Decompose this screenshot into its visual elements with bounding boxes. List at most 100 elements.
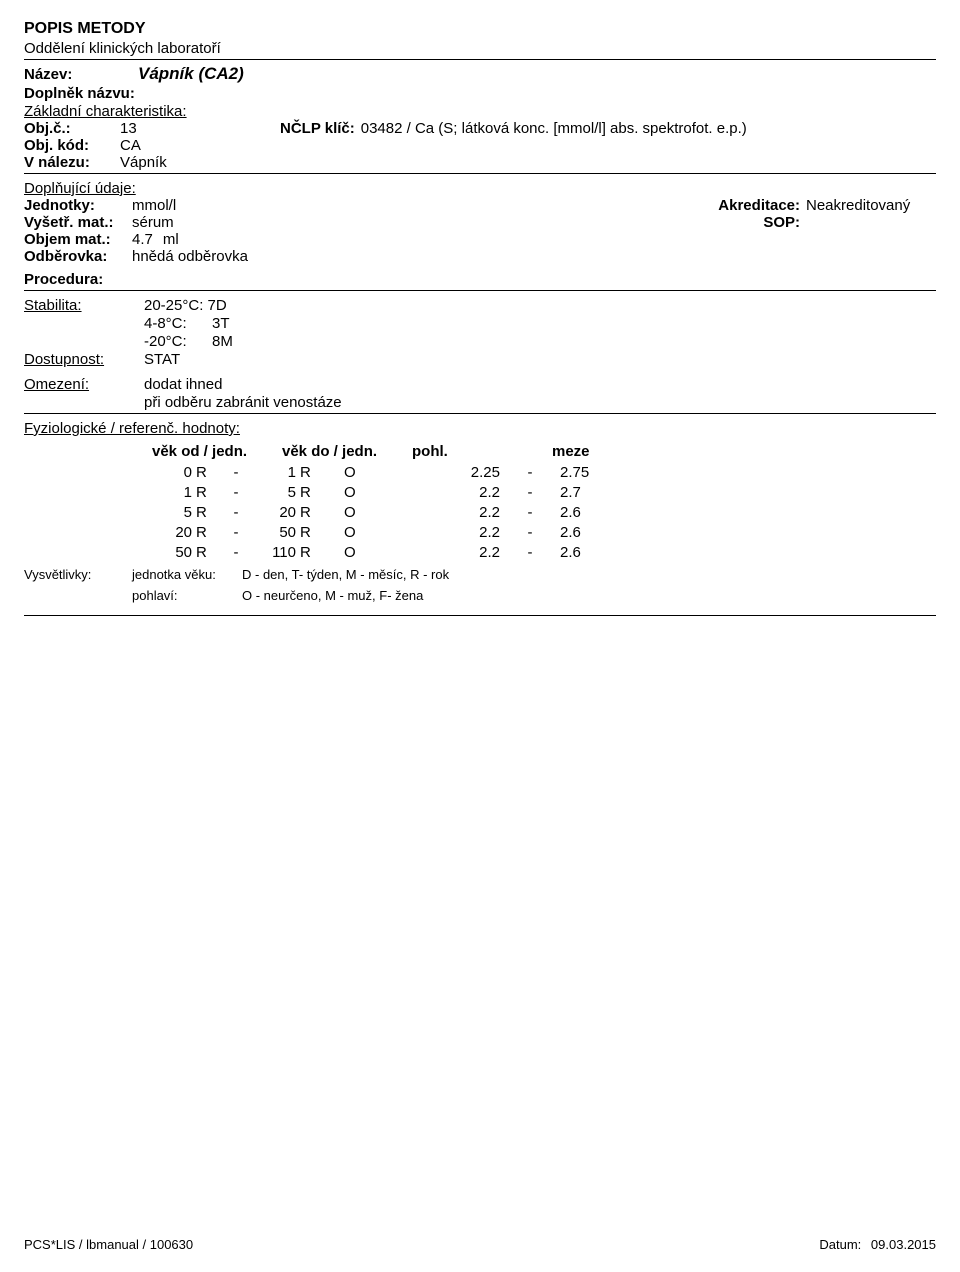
range-low: 2.2 [440, 544, 500, 561]
reference-row: 0R-1RO2.25-2.75 [152, 464, 936, 481]
stability-line3a: -20°C: [144, 333, 212, 350]
v-nalezu-label: V nálezu: [24, 154, 120, 171]
units-value: mmol/l [132, 197, 718, 214]
divider [24, 173, 936, 174]
age-to-num: 50 [256, 524, 296, 541]
range-low: 2.2 [440, 484, 500, 501]
spacer [24, 588, 132, 603]
divider [24, 615, 936, 616]
akred-value: Neakreditovaný [806, 197, 936, 214]
legend-age-unit-text: D - den, T- týden, M - měsíc, R - rok [242, 567, 449, 582]
age-from-num: 50 [152, 544, 192, 561]
divider [24, 290, 936, 291]
obj-c-value: 13 [120, 120, 180, 137]
obj-kod-label: Obj. kód: [24, 137, 120, 154]
range-high: 2.75 [560, 464, 610, 481]
stability-line2b: 3T [212, 315, 230, 332]
footer-date-label: Datum: [819, 1237, 861, 1252]
age-to-unit: R [296, 504, 320, 521]
stability-line3b: 8M [212, 333, 233, 350]
reference-section-header: Fyziologické / referenč. hodnoty: [24, 420, 936, 437]
age-from-unit: R [192, 484, 216, 501]
dash: - [500, 484, 560, 501]
nclp-label: NČLP klíč: [280, 120, 355, 137]
legend-age-unit-label: jednotka věku: [132, 567, 242, 582]
tube-label: Odběrovka: [24, 248, 132, 265]
legend-sex-label: pohlaví: [132, 588, 242, 603]
age-to-num: 110 [256, 544, 296, 561]
method-name: Vápník (CA2) [138, 64, 244, 84]
reference-row: 20R-50RO2.2-2.6 [152, 524, 936, 541]
reference-table-header: věk od / jedn. věk do / jedn. pohl. meze [152, 443, 936, 460]
supp-section-header: Doplňující údaje: [24, 180, 936, 197]
dash: - [216, 524, 256, 541]
age-from-num: 0 [152, 464, 192, 481]
reference-row: 5R-20RO2.2-2.6 [152, 504, 936, 521]
range-high: 2.6 [560, 524, 610, 541]
header-sex: pohl. [412, 443, 472, 460]
volume-value: 4.7 [132, 231, 153, 248]
obj-kod-value: CA [120, 137, 180, 154]
basic-section-header: Základní charakteristika: [24, 103, 936, 120]
name-label: Název: [24, 66, 88, 83]
age-to-unit: R [296, 464, 320, 481]
dash: - [216, 544, 256, 561]
header-age-to: věk do / jedn. [282, 443, 412, 460]
sex-value: O [320, 484, 380, 501]
stability-line1: 20-25°C: 7D [144, 297, 227, 314]
availability-label: Dostupnost: [24, 351, 144, 368]
department-name: Oddělení klinických laboratoří [24, 40, 936, 57]
range-high: 2.6 [560, 544, 610, 561]
limitation-line1: dodat ihned [144, 376, 222, 393]
age-from-unit: R [192, 524, 216, 541]
v-nalezu-value: Vápník [120, 154, 180, 171]
age-from-unit: R [192, 544, 216, 561]
tube-value: hnědá odběrovka [132, 248, 248, 265]
range-high: 2.6 [560, 504, 610, 521]
obj-c-label: Obj.č.: [24, 120, 120, 137]
availability-value: STAT [144, 351, 180, 368]
age-from-num: 1 [152, 484, 192, 501]
age-to-unit: R [296, 524, 320, 541]
range-low: 2.2 [440, 504, 500, 521]
header-range: meze [552, 443, 752, 460]
reference-row: 1R-5RO2.2-2.7 [152, 484, 936, 501]
dash: - [500, 504, 560, 521]
range-low: 2.2 [440, 524, 500, 541]
footer-left: PCS*LIS / lbmanual / 100630 [24, 1237, 193, 1252]
akred-label: Akreditace: [718, 197, 800, 214]
material-label: Vyšetř. mat.: [24, 214, 132, 231]
divider [24, 413, 936, 414]
dash: - [500, 464, 560, 481]
page-footer: PCS*LIS / lbmanual / 100630 Datum: 09.03… [24, 1237, 936, 1252]
age-to-num: 1 [256, 464, 296, 481]
dash: - [216, 464, 256, 481]
legend-sex-text: O - neurčeno, M - muž, F- žena [242, 588, 423, 603]
material-value: sérum [132, 214, 763, 231]
legend-label: Vysvětlivky: [24, 567, 132, 582]
age-to-num: 5 [256, 484, 296, 501]
dash: - [500, 524, 560, 541]
age-to-unit: R [296, 484, 320, 501]
page-title: POPIS METODY [24, 20, 936, 38]
name-supplement-label: Doplněk názvu: [24, 85, 135, 102]
age-to-num: 20 [256, 504, 296, 521]
divider [24, 59, 936, 60]
age-to-unit: R [296, 544, 320, 561]
age-from-unit: R [192, 504, 216, 521]
nclp-value: 03482 / Ca (S; látková konc. [mmol/l] ab… [361, 120, 747, 137]
reference-row: 50R-110RO2.2-2.6 [152, 544, 936, 561]
limitation-label: Omezení: [24, 376, 144, 393]
sop-label: SOP: [763, 214, 800, 231]
units-label: Jednotky: [24, 197, 132, 214]
sex-value: O [320, 504, 380, 521]
sex-value: O [320, 544, 380, 561]
volume-unit: ml [163, 231, 179, 248]
dash: - [216, 484, 256, 501]
footer-date-value: 09.03.2015 [871, 1237, 936, 1252]
limitation-line2: při odběru zabránit venostáze [144, 394, 342, 411]
age-from-num: 5 [152, 504, 192, 521]
range-high: 2.7 [560, 484, 610, 501]
range-low: 2.25 [440, 464, 500, 481]
stability-line2a: 4-8°C: [144, 315, 212, 332]
